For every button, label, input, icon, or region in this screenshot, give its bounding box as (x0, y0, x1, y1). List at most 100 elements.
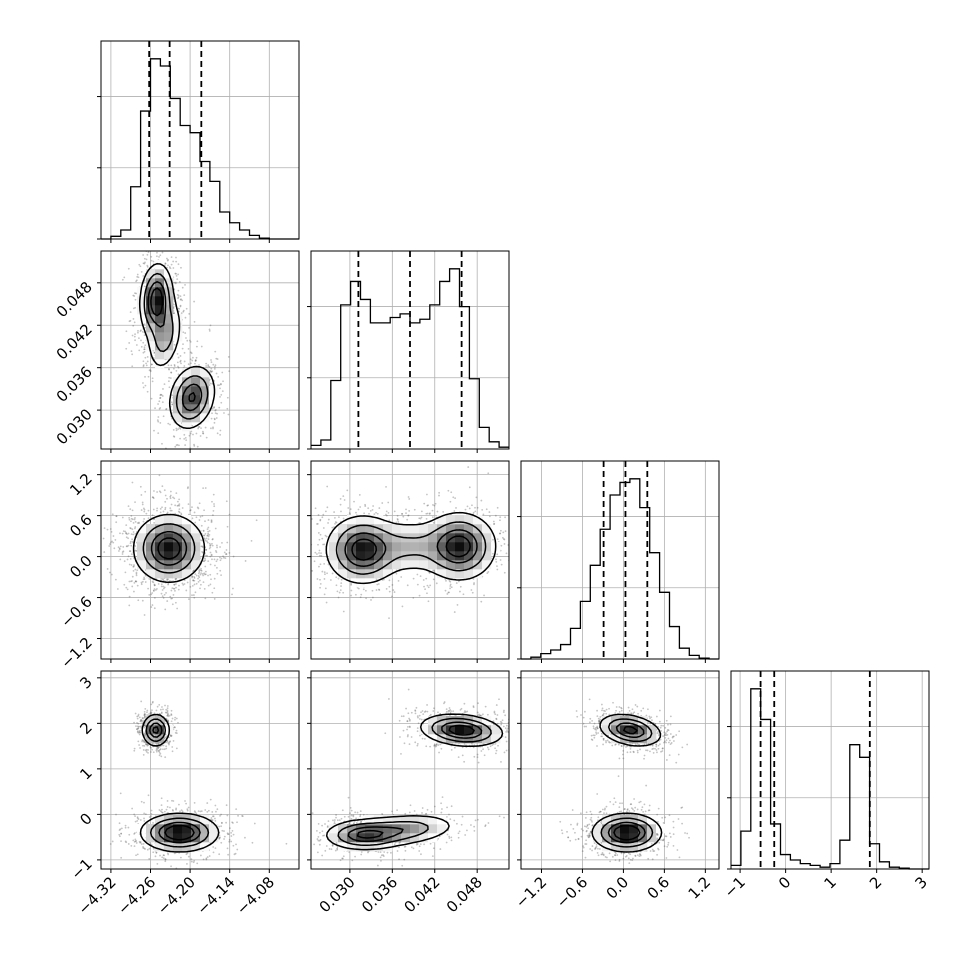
scatter-point (218, 406, 221, 409)
scatter-point (189, 351, 192, 354)
density-cell (338, 533, 348, 543)
scatter-point (427, 504, 429, 507)
y-tick-label: 0.6 (66, 511, 96, 541)
density-cell (191, 560, 201, 570)
scatter-point (227, 356, 230, 358)
scatter-point (191, 425, 194, 427)
scatter-point (132, 569, 135, 572)
scatter-point (320, 552, 322, 555)
scatter-point (189, 432, 192, 435)
scatter-point (185, 439, 188, 441)
scatter-point (129, 542, 132, 545)
scatter-point (220, 557, 223, 560)
scatter-point (204, 573, 207, 576)
scatter-point (195, 516, 198, 519)
scatter-point (175, 256, 177, 259)
scatter-point (168, 367, 170, 370)
scatter-point (164, 608, 167, 611)
scatter-point (412, 577, 415, 580)
scatter-point (496, 568, 499, 571)
scatter-point (134, 840, 137, 843)
scatter-point (226, 525, 229, 528)
scatter-point (314, 551, 317, 554)
scatter-point (151, 496, 154, 499)
scatter-point (350, 594, 352, 597)
scatter-point (387, 501, 390, 504)
scatter-point (370, 599, 372, 601)
scatter-point (133, 321, 136, 324)
density-cell (356, 560, 366, 570)
scatter-point (323, 571, 326, 574)
histogram-step (521, 478, 719, 660)
scatter-point (319, 518, 322, 521)
scatter-point (377, 583, 380, 585)
density-cell (173, 314, 183, 324)
scatter-point (144, 326, 147, 329)
density-cell (137, 542, 147, 552)
scatter-point (185, 589, 188, 592)
scatter-point (181, 507, 184, 509)
scatter-point (134, 339, 136, 342)
density-cell (209, 386, 219, 396)
density-cell (137, 524, 147, 534)
scatter-point (125, 347, 128, 350)
scatter-point (480, 600, 483, 603)
density-cell (374, 569, 384, 579)
scatter-point (215, 560, 218, 563)
scatter-point (476, 506, 479, 509)
scatter-point (179, 304, 182, 307)
scatter-point (109, 571, 111, 574)
scatter-point (103, 551, 106, 553)
scatter-point (161, 395, 164, 397)
scatter-point (393, 591, 396, 593)
scatter-point (142, 341, 145, 344)
scatter-point (140, 583, 143, 586)
scatter-point (184, 332, 187, 334)
density-cell (437, 560, 447, 570)
scatter-point (480, 499, 483, 502)
scatter-point (255, 519, 258, 522)
x-tick-label: −1 (721, 873, 749, 901)
scatter-point (213, 365, 216, 368)
scatter-point (481, 509, 484, 511)
scatter-point (459, 590, 461, 593)
scatter-point (131, 365, 134, 368)
scatter-point (331, 572, 334, 575)
scatter-point (178, 307, 181, 310)
scatter-point (219, 556, 221, 559)
density-cell (191, 542, 201, 552)
scatter-point (207, 584, 210, 587)
scatter-point (498, 532, 501, 535)
scatter-point (157, 747, 160, 749)
scatter-point (174, 281, 177, 284)
scatter-point (175, 717, 178, 720)
scatter-point (192, 569, 195, 572)
scatter-point (201, 573, 204, 575)
scatter-point (449, 585, 452, 587)
scatter-point (428, 513, 431, 515)
histogram-panel-2 (517, 460, 720, 663)
scatter-point (483, 594, 485, 597)
scatter-point (135, 580, 138, 583)
scatter-point (197, 810, 200, 813)
scatter-point (132, 531, 135, 533)
density-cell (428, 524, 438, 534)
scatter-point (378, 589, 381, 591)
scatter-point (171, 717, 174, 720)
scatter-point (218, 837, 221, 840)
scatter-point (210, 359, 212, 361)
scatter-point (359, 506, 362, 508)
scatter-point (117, 546, 120, 549)
y-tick-label: 1.2 (66, 470, 96, 500)
scatter-point (350, 582, 353, 585)
scatter-point (158, 400, 161, 403)
scatter-point (142, 275, 145, 277)
scatter-point (166, 259, 169, 262)
scatter-point (152, 518, 155, 521)
scatter-point (212, 363, 215, 366)
scatter-point (200, 345, 203, 348)
density-cell (155, 569, 165, 579)
scatter-point (169, 509, 172, 512)
density-cell (146, 542, 156, 552)
scatter-point (194, 591, 197, 594)
